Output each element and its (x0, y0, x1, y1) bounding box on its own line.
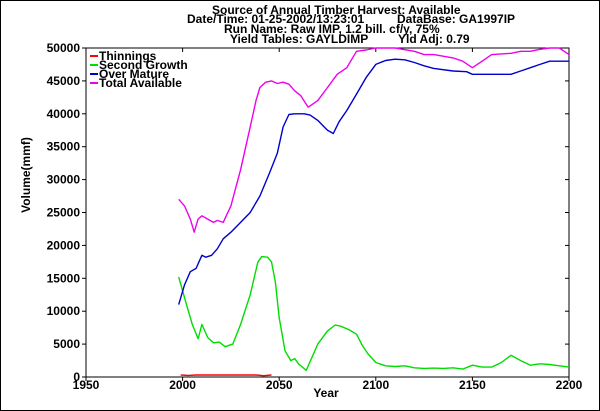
series-line-over-mature (178, 58, 569, 305)
run-name-label: Run Name: Raw IMP, 1.2 bill. cf/y, 75% (224, 22, 440, 36)
y-tick-label: 5000 (53, 337, 80, 351)
series-line-thinnings (180, 374, 272, 377)
x-tick-label: 1950 (73, 378, 100, 392)
series-line-second-growth (178, 255, 570, 372)
y-axis-label: Volume(mmf) (19, 137, 33, 213)
tick-labels: 0 5000 10000 15000 20000 25000 30000 35000 40000… (47, 41, 583, 392)
series-line-total-available (178, 47, 570, 233)
x-tick-label: 2100 (362, 378, 389, 392)
axes (82, 47, 570, 381)
x-axis-label: Year (313, 386, 339, 400)
y-tick-label: 40000 (47, 107, 81, 121)
legend-label-second-growth: Second Growth (99, 58, 188, 72)
yield-tables-label: Yield Tables: GAYLDIMP (230, 32, 369, 46)
datetime-label: Date/Time: 01-25-2002/13:23:01 (187, 12, 365, 26)
y-tick-label: 45000 (47, 74, 81, 88)
x-tick-label: 2200 (556, 378, 583, 392)
x-tick-label: 2000 (169, 378, 196, 392)
y-tick-label: 50000 (47, 41, 81, 55)
plot-area-border (85, 47, 570, 378)
x-tick-label: 2150 (459, 378, 486, 392)
database-label: DataBase: GA1997IP (397, 12, 516, 26)
legend-label-over-mature: Over Mature (99, 67, 169, 81)
series-lines (178, 47, 570, 377)
y-tick-label: 0 (73, 370, 80, 384)
x-tick-label: 2050 (266, 378, 293, 392)
legend-label-thinnings: Thinnings (99, 49, 157, 63)
yld-adj-label: Yld Adj: 0.79 (398, 32, 470, 46)
legend-label-total-available: Total Available (99, 76, 182, 90)
y-tick-label: 15000 (47, 271, 81, 285)
y-tick-label: 35000 (47, 140, 81, 154)
chart-title: Source of Annual Timber Harvest: Availab… (212, 3, 461, 17)
y-tick-label: 10000 (47, 304, 81, 318)
y-tick-label: 30000 (47, 173, 81, 187)
y-tick-label: 20000 (47, 238, 81, 252)
y-tick-label: 25000 (47, 206, 81, 220)
